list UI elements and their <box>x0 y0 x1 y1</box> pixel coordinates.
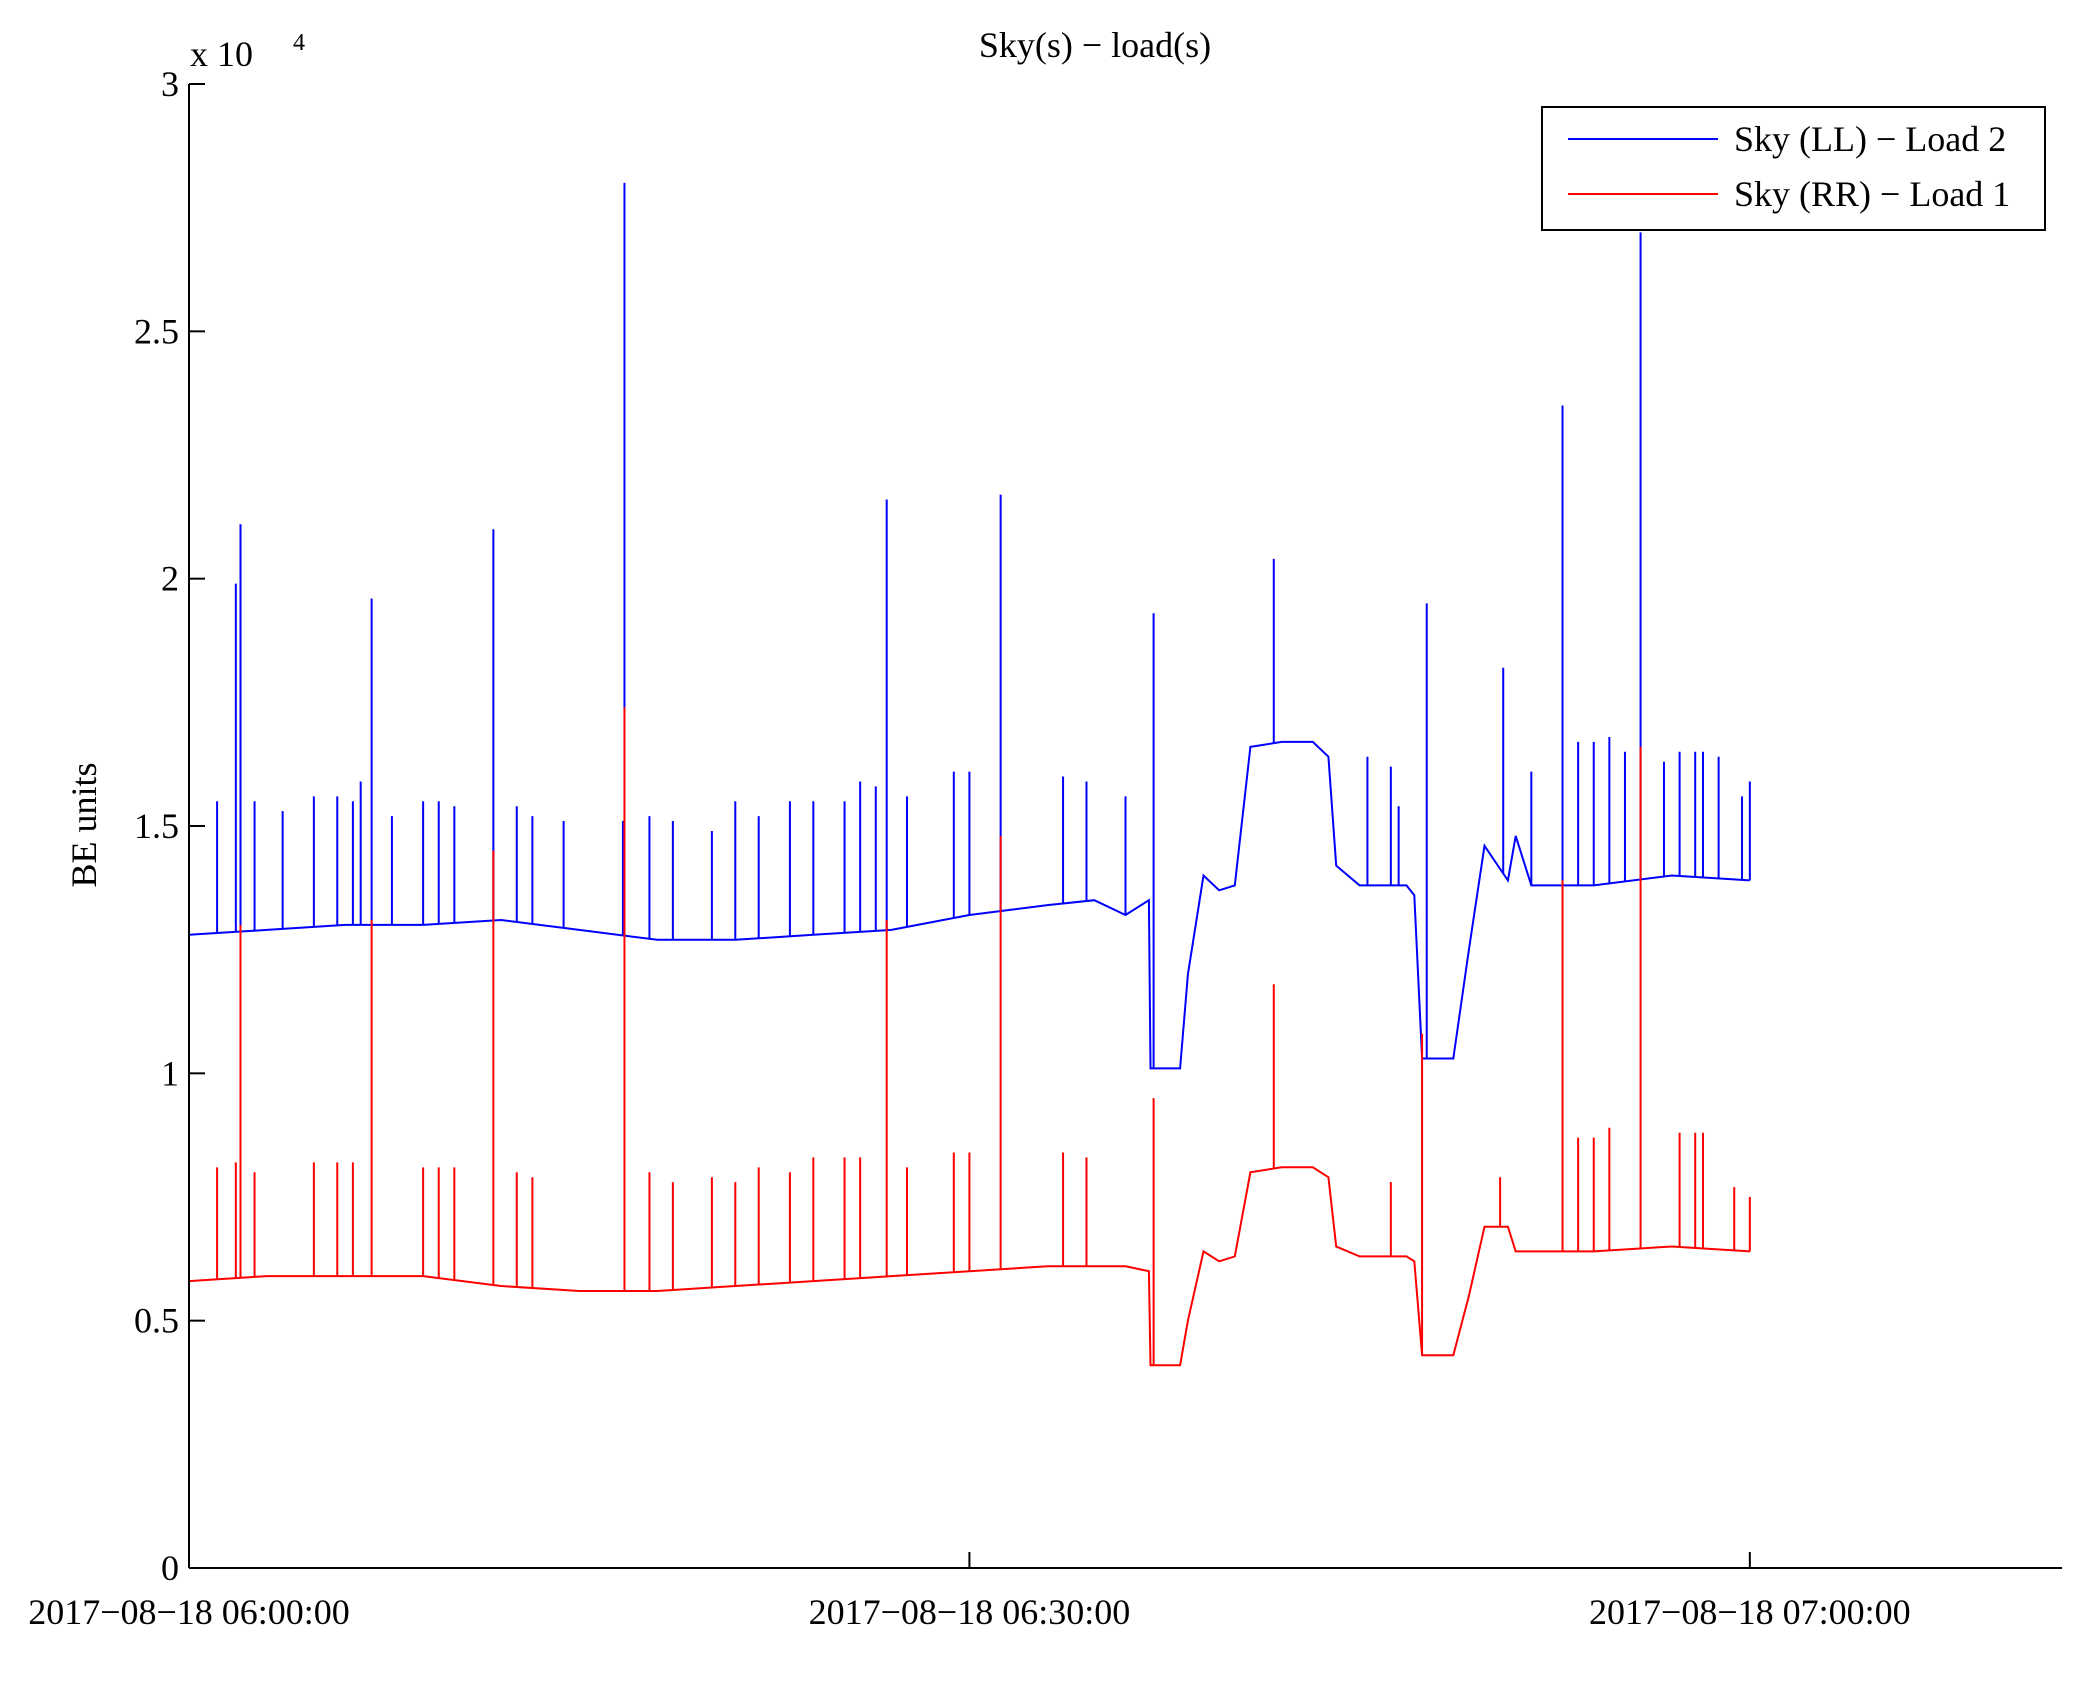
y-exponent-label: x 10 <box>190 34 253 74</box>
series-2-line <box>188 1166 1750 1367</box>
x-tick-label-2: 2017−08−18 06:30:00 <box>809 1592 1131 1632</box>
y-exponent-power: 4 <box>293 30 305 56</box>
y-axis-label: BE units <box>64 762 104 887</box>
chart-title: Sky(s) − load(s) <box>979 25 1211 65</box>
legend-label-series-1: Sky (LL) − Load 2 <box>1734 119 2006 159</box>
y-tick-label-5: 2 <box>161 559 179 599</box>
y-tick-label-7: 3 <box>161 64 179 104</box>
y-exponent: x 10 4 <box>190 30 305 74</box>
x-tick-label-1: 2017−08−18 06:00:00 <box>28 1592 350 1632</box>
y-tick-label-2: 0.5 <box>134 1301 179 1341</box>
series-1-line <box>188 740 1750 1070</box>
y-tick-label-3: 1 <box>161 1053 179 1093</box>
plot-area <box>188 182 1751 1367</box>
y-axis-label-group: BE units <box>64 762 104 887</box>
y-tick-label-6: 2.5 <box>134 311 179 351</box>
x-tick-label-3: 2017−08−18 07:00:00 <box>1589 1592 1911 1632</box>
legend: Sky (LL) − Load 2 Sky (RR) − Load 1 <box>1541 106 2046 231</box>
axes: 0 0.5 1 1.5 2 2.5 3 2017−08−18 06:00:00 2017−08−… <box>28 64 2062 1632</box>
y-tick-label-4: 1.5 <box>134 806 179 846</box>
legend-box <box>1541 106 2046 231</box>
y-tick-label-1: 0 <box>161 1548 179 1588</box>
legend-label-series-2: Sky (RR) − Load 1 <box>1734 174 2010 214</box>
